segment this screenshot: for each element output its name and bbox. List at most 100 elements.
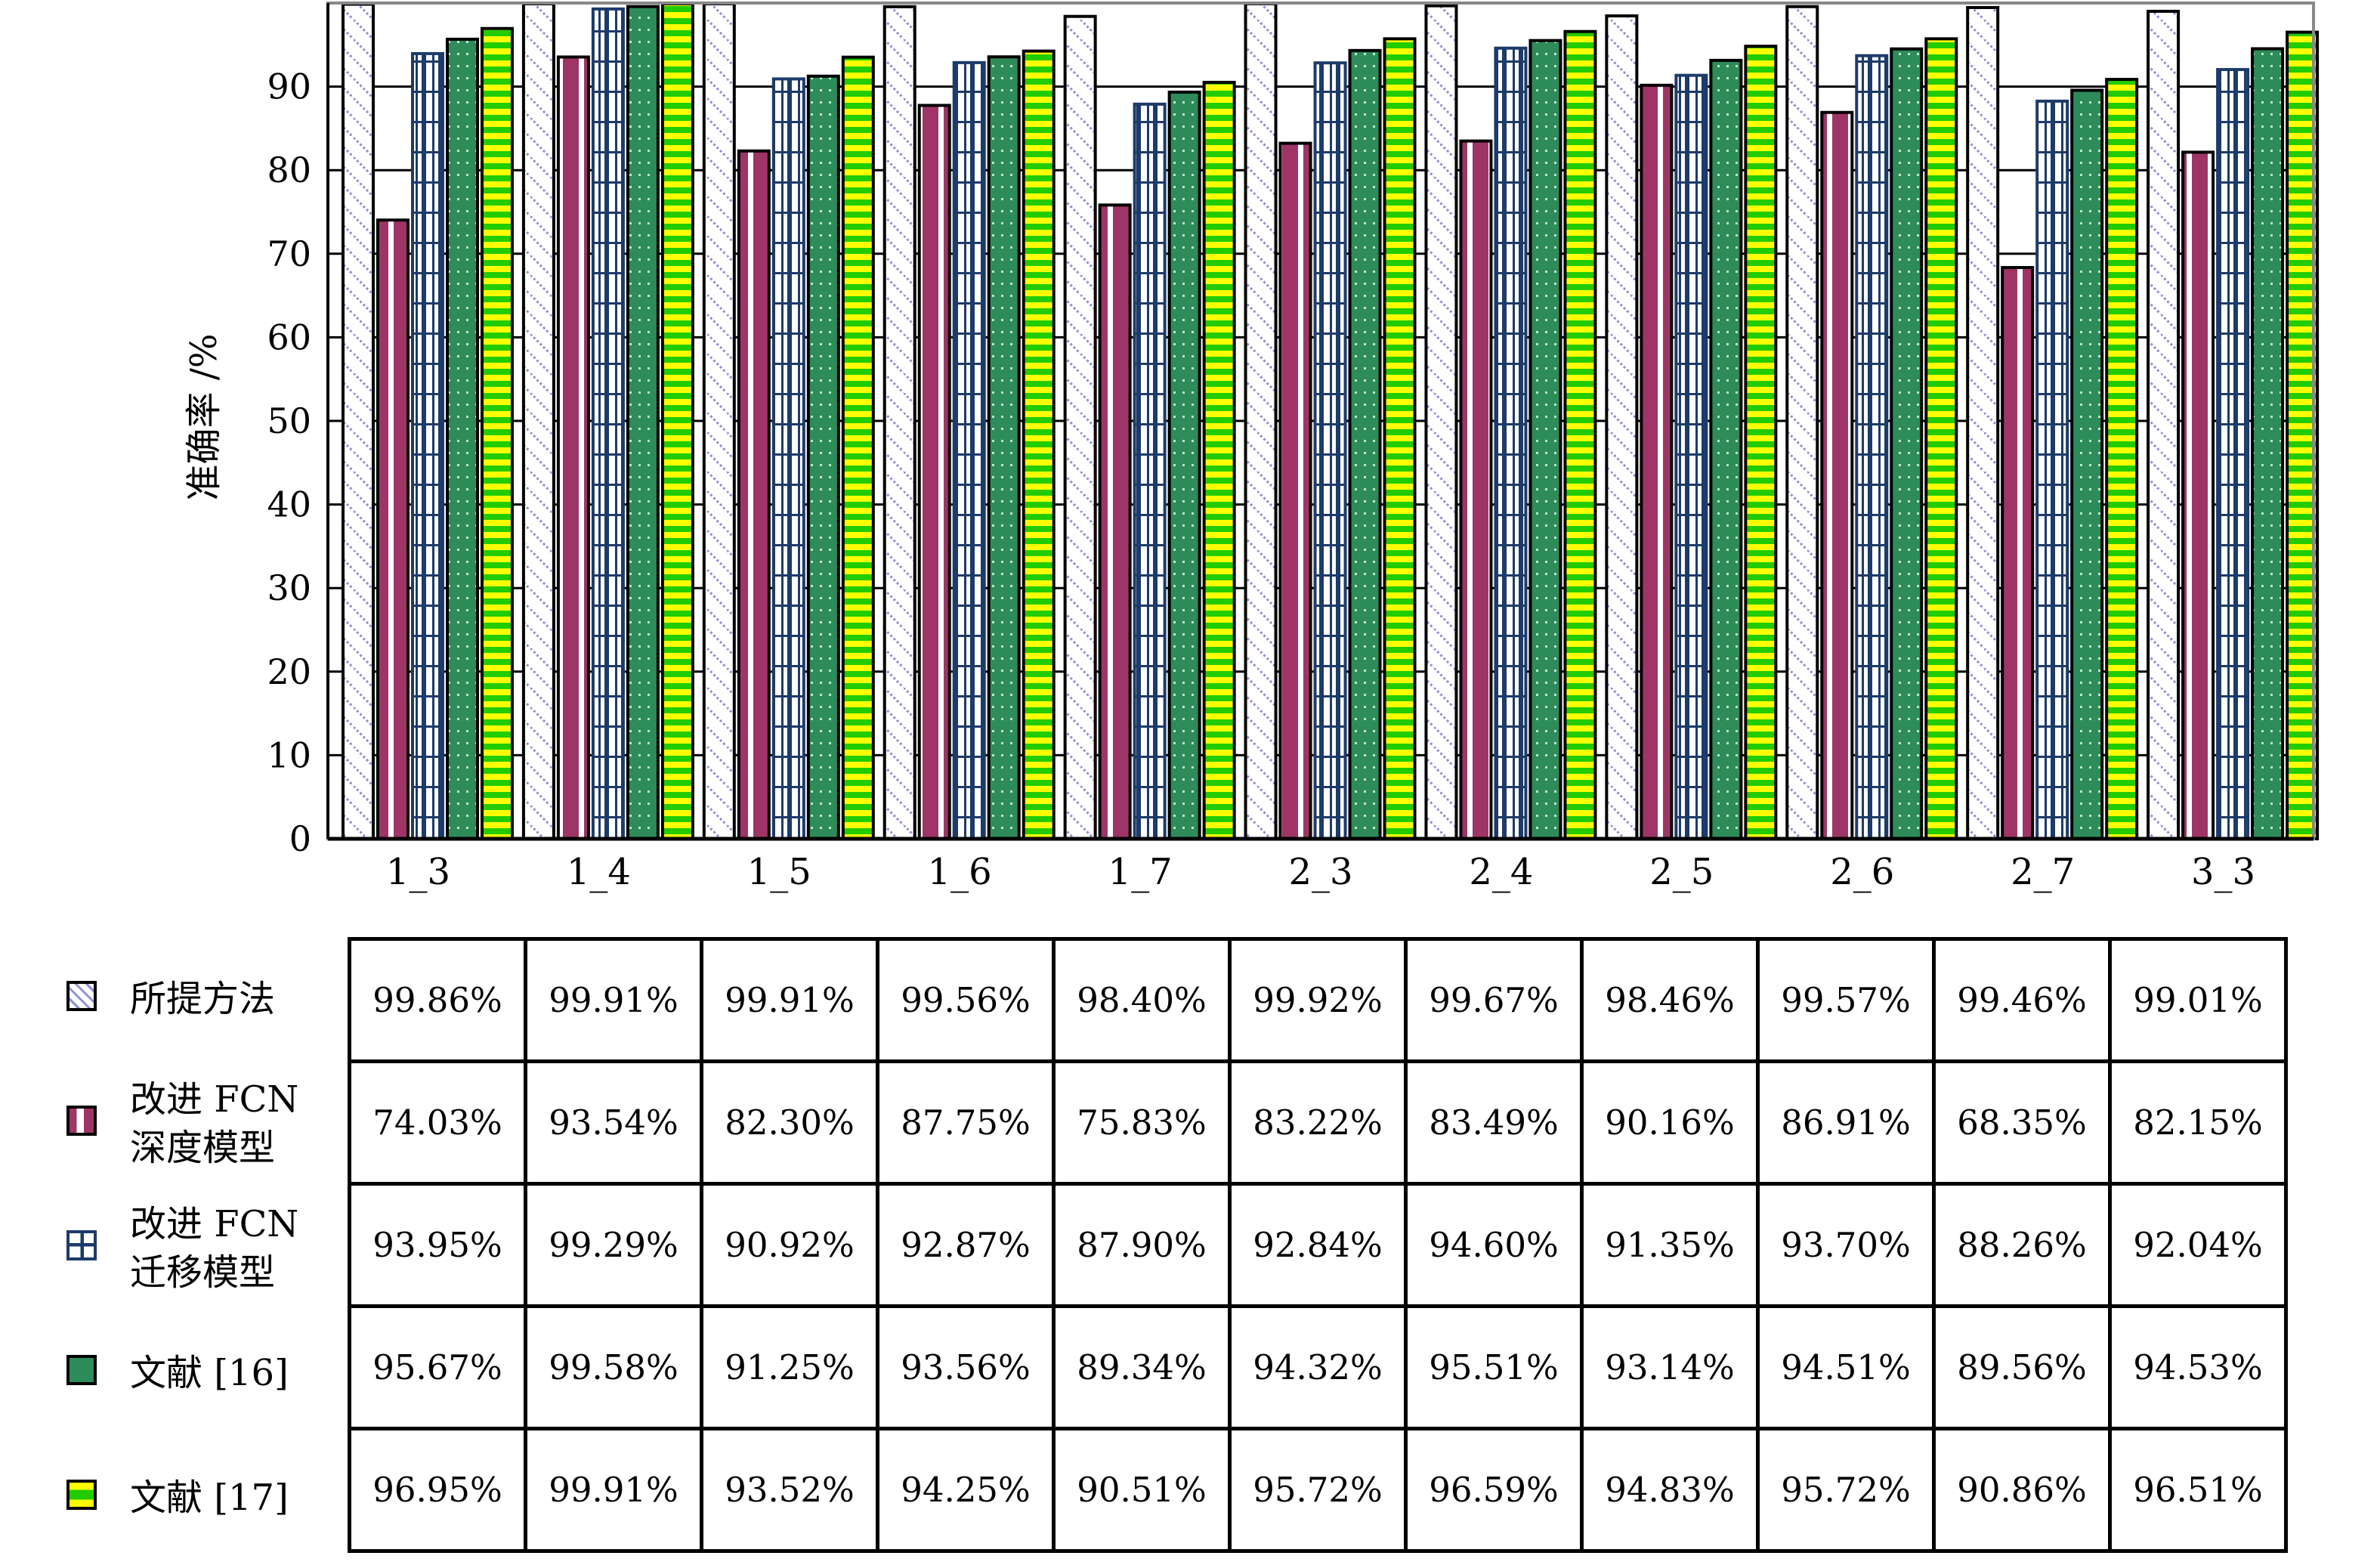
table-cell: 68.35% — [1932, 1059, 2112, 1186]
bar-2_6-s5 — [1924, 37, 1958, 841]
y-tick-label: 50 — [267, 401, 311, 441]
bar-2_3-s2 — [1278, 141, 1312, 841]
table-cell: 99.91% — [700, 937, 879, 1063]
table-cell: 99.56% — [876, 937, 1056, 1063]
table-cell: 99.57% — [1756, 937, 1936, 1063]
bar-1_6-s3 — [952, 60, 986, 841]
bar-2_5-s1 — [1605, 14, 1639, 841]
bar-2_5-s5 — [1744, 45, 1778, 841]
tick-labels: 0 10 20 30 40 50 60 70 80 90 1_3 1_4 1_5 1_6 1_7 2_3 2_4… — [267, 66, 2255, 893]
table-cell: 98.40% — [1052, 937, 1232, 1063]
x-tick-label: 3_3 — [2191, 851, 2255, 893]
table-cell: 96.95% — [348, 1427, 527, 1553]
table-cell: 92.87% — [876, 1182, 1056, 1308]
table-cell: 99.58% — [524, 1304, 703, 1430]
y-tick-label: 30 — [267, 568, 311, 608]
bar-1_6-s4 — [987, 55, 1021, 840]
table-cell: 89.56% — [1932, 1304, 2112, 1430]
bar-1_6-s5 — [1022, 49, 1056, 841]
table-cell: 95.51% — [1404, 1304, 1584, 1430]
table-cell: 93.95% — [348, 1182, 527, 1308]
y-tick-label: 20 — [267, 651, 311, 692]
table-cell: 94.51% — [1756, 1304, 1936, 1430]
bar-1_3-s4 — [446, 37, 479, 841]
table-cell: 99.92% — [1228, 937, 1408, 1063]
legend-item: 文献 [17] — [0, 1436, 348, 1560]
bar-3_3-s3 — [2216, 68, 2250, 840]
legend-swatch — [66, 1480, 97, 1510]
table-cell: 94.60% — [1404, 1182, 1584, 1308]
x-tick-label: 2_4 — [1469, 851, 1533, 893]
table-cell: 94.25% — [876, 1427, 1056, 1553]
bar-3_3-s4 — [2251, 47, 2285, 841]
table-cell: 75.83% — [1052, 1059, 1232, 1186]
axis-frame — [326, 2, 2315, 841]
table-cell: 99.67% — [1404, 937, 1584, 1063]
bar-3_3-s1 — [2147, 9, 2181, 841]
bar-2_7-s5 — [2105, 78, 2139, 841]
table-cell: 93.56% — [876, 1304, 1056, 1430]
table-cell: 93.14% — [1580, 1304, 1760, 1430]
bar-1_3-s3 — [411, 51, 444, 841]
legend-label: 文献 [16] — [130, 1352, 289, 1394]
table-cell: 99.91% — [524, 937, 703, 1063]
x-tick-label: 1_7 — [1108, 851, 1173, 893]
bar-2_5-s4 — [1709, 58, 1743, 841]
table-cell: 95.72% — [1228, 1427, 1408, 1553]
bar-1_4-s3 — [591, 7, 625, 841]
bar-3_3-s2 — [2181, 150, 2215, 840]
table-cell: 94.32% — [1228, 1304, 1408, 1430]
bar-2_3-s1 — [1244, 2, 1278, 841]
y-tick-label: 90 — [267, 66, 311, 107]
legend-swatch — [66, 981, 97, 1011]
bar-1_5-s3 — [771, 77, 805, 840]
x-tick-label: 1_4 — [567, 851, 631, 893]
bar-1_4-s4 — [626, 5, 660, 841]
bar-2_7-s1 — [1966, 5, 2000, 840]
table-row: 74.03% 93.54% 82.30% 87.75% 75.83% 83.22% 83.4… — [348, 1059, 2288, 1186]
legend-label: 改进 FCN 深度模型 — [130, 1078, 299, 1169]
bar-2_6-s2 — [1820, 110, 1854, 841]
bar-2_6-s3 — [1855, 54, 1889, 841]
bar-2_4-s2 — [1459, 139, 1493, 841]
legend-item: 改进 FCN 迁移模型 — [0, 1186, 348, 1311]
bar-1_3-s1 — [342, 2, 375, 841]
legend-swatch — [66, 1230, 97, 1260]
table-cell: 82.30% — [700, 1059, 879, 1186]
x-tick-label: 1_5 — [747, 851, 811, 893]
y-tick-label: 70 — [267, 234, 311, 274]
table-row: 99.86% 99.91% 99.91% 99.56% 98.40% 99.92% 99.6… — [348, 937, 2288, 1063]
table-cell: 98.46% — [1580, 937, 1760, 1063]
table-cell: 99.29% — [524, 1182, 703, 1308]
table-cell: 87.90% — [1052, 1182, 1232, 1308]
bar-2_7-s2 — [2001, 266, 2035, 840]
legend-item: 改进 FCN 深度模型 — [0, 1062, 348, 1186]
table-cell: 83.22% — [1228, 1059, 1408, 1186]
table-cell: 90.86% — [1932, 1427, 2112, 1553]
bar-1_5-s2 — [737, 149, 771, 840]
table-cell: 96.59% — [1404, 1427, 1584, 1553]
table-cell: 91.35% — [1580, 1182, 1760, 1308]
bar-1_6-s2 — [917, 104, 951, 841]
y-axis-label: 准确率 /% — [183, 333, 225, 500]
bar-2_3-s4 — [1348, 48, 1382, 840]
table-cell: 83.49% — [1404, 1059, 1584, 1186]
bar-1_3-s2 — [376, 218, 410, 840]
table-cell: 74.03% — [348, 1059, 527, 1186]
table-cell: 93.54% — [524, 1059, 703, 1186]
table-cell: 95.72% — [1756, 1427, 1936, 1553]
y-tick-label: 60 — [267, 317, 311, 357]
bar-2_7-s3 — [2035, 99, 2069, 840]
bar-2_5-s2 — [1640, 83, 1674, 841]
table-cell: 94.53% — [2108, 1304, 2288, 1430]
bar-1_7-s5 — [1202, 80, 1236, 840]
bar-2_4-s3 — [1494, 46, 1528, 840]
y-tick-label: 80 — [267, 150, 311, 190]
table-cell: 93.52% — [700, 1427, 879, 1553]
bar-2_6-s4 — [1890, 47, 1924, 841]
bar-2_3-s5 — [1383, 37, 1417, 841]
bar-1_7-s3 — [1133, 102, 1167, 841]
x-tick-label: 1_6 — [928, 851, 992, 893]
table-cell: 94.83% — [1580, 1427, 1760, 1553]
table-cell: 87.75% — [876, 1059, 1056, 1186]
